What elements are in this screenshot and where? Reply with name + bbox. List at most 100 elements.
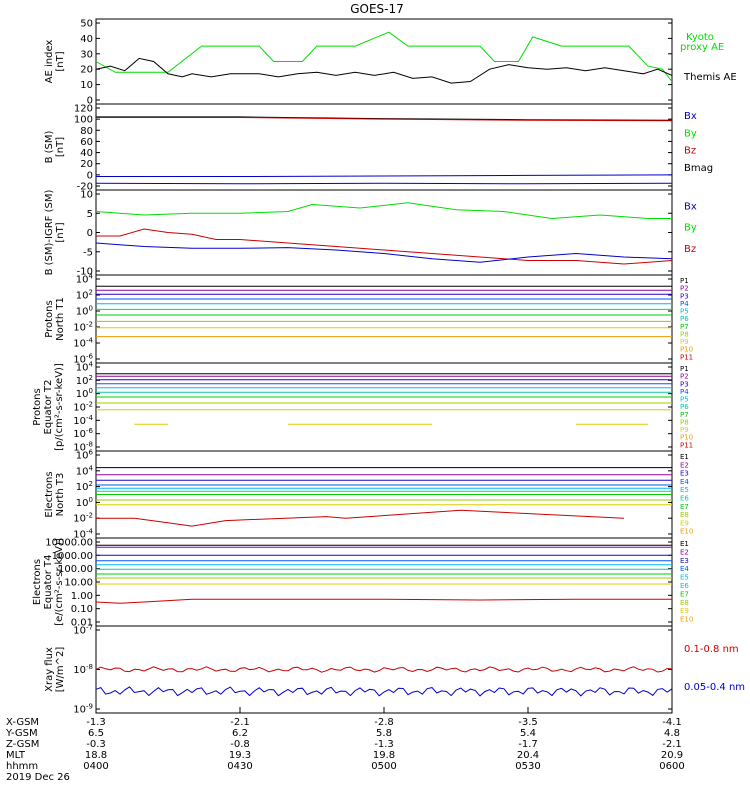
legend-entry: E7 — [680, 590, 689, 598]
legend-entry: P3 — [680, 380, 689, 388]
tick-label: 10-2 — [73, 321, 93, 334]
legend-entry: E3 — [680, 470, 689, 478]
series-e10 — [96, 509, 625, 527]
tick-label: 10-2 — [73, 512, 93, 525]
x-row-value: 0500 — [371, 761, 396, 772]
tick-label: 0 — [87, 96, 93, 107]
legend-entry: P1 — [680, 365, 689, 373]
tick-label: 10 — [80, 80, 93, 91]
series-bx — [96, 174, 673, 177]
panel-frame — [95, 537, 673, 627]
tick-label: 40 — [80, 34, 93, 45]
legend-entry: P11 — [680, 353, 693, 361]
tick-label: 60 — [80, 137, 93, 148]
tick-label: -10 — [77, 267, 93, 278]
legend-entry: Themis AE — [683, 72, 737, 83]
x-row-value: -1.3 — [86, 717, 106, 728]
series-by — [95, 202, 672, 220]
tick-label: 100 — [76, 496, 93, 509]
x-row-value: -1.7 — [518, 739, 538, 750]
tick-label: 102 — [76, 480, 93, 493]
x-row-value: 0430 — [227, 761, 252, 772]
x-row-label: MLT — [6, 750, 26, 761]
panel-frame — [95, 189, 673, 276]
tick-label: 10-8 — [73, 663, 93, 676]
tick-label: 100 — [76, 305, 93, 318]
panel-bigrf: 10 5 0 -5 -10 B (SM)-IGRF (SM) [nT] Bx By Bz — [44, 189, 697, 278]
x-row-label: X-GSM — [6, 717, 39, 728]
legend-entry: E2 — [680, 461, 689, 469]
x-row-value: -1.3 — [374, 739, 394, 750]
x-row-value: -0.8 — [230, 739, 250, 750]
tick-label: 10-4 — [73, 337, 93, 350]
legend-entry: E1 — [680, 540, 689, 548]
tick-label: -5 — [83, 247, 93, 258]
legend-entry: Kyoto — [686, 32, 714, 43]
panel-eet4: 10000.00 1000.00 100.00 10.00 1.00 0.10 0.01 El… — [32, 537, 693, 629]
x-row-value: 0530 — [515, 761, 540, 772]
plot-title: GOES-17 — [350, 2, 404, 16]
legend-entry: P2 — [680, 285, 689, 293]
y-axis-label: North T3 — [55, 473, 66, 517]
legend-entry: P8 — [680, 330, 689, 338]
tick-label: 106 — [76, 449, 94, 462]
series-bz — [96, 228, 673, 265]
y-axis-label: Protons — [32, 388, 43, 425]
legend-entry: P1 — [680, 277, 689, 285]
y-axis-label: AE index — [44, 40, 55, 84]
legend-entry: E3 — [680, 557, 689, 565]
y-axis-label: B (SM)-IGRF (SM) — [44, 190, 55, 276]
x-row-label: Z-GSM — [6, 739, 39, 750]
tick-label: 10-9 — [73, 703, 93, 716]
tick-label: 0.01 — [71, 618, 93, 629]
legend-entry: P9 — [680, 338, 689, 346]
legend-entry: P7 — [680, 323, 689, 331]
x-row-value: -0.3 — [86, 739, 106, 750]
x-row-value: 18.8 — [85, 750, 107, 761]
legend-entry: E8 — [680, 599, 689, 607]
legend-entry: P4 — [680, 388, 689, 396]
legend-entry: 0.05-0.4 nm — [684, 682, 745, 693]
x-row-value: -3.5 — [518, 717, 538, 728]
legend-entry: P10 — [680, 346, 693, 354]
tick-label: 104 — [76, 361, 94, 374]
tick-label: 10.00 — [64, 578, 93, 589]
tick-label: 1000.00 — [52, 551, 93, 562]
x-row-value: -2.8 — [374, 717, 394, 728]
legend-entry: E6 — [680, 582, 689, 590]
panel-frame — [95, 274, 673, 364]
y-axis-label: Electrons — [44, 471, 55, 517]
legend-entry: E5 — [680, 574, 689, 582]
x-row-value: 19.8 — [373, 750, 395, 761]
x-row-value: 0600 — [659, 761, 684, 772]
legend-entry: E8 — [680, 511, 689, 519]
tick-label: 10000.00 — [45, 538, 93, 549]
tick-label: 30 — [80, 49, 93, 60]
panel-xray: 10-7 10-8 10-9 Xray flux [W/m^2] 0.1-0.8 nm 0.… — [44, 624, 745, 716]
tick-label: 10-4 — [73, 414, 93, 427]
tick-label: 1.00 — [71, 591, 93, 602]
tick-label: -20 — [77, 182, 93, 193]
tick-label: 0 — [87, 228, 93, 239]
x-row-value: 20.4 — [517, 750, 539, 761]
legend-entry: P4 — [680, 300, 689, 308]
legend-entry: E4 — [680, 565, 689, 573]
tick-label: 0 — [87, 170, 93, 181]
tick-label: 50 — [80, 19, 93, 30]
x-row-label: Y-GSM — [5, 728, 38, 739]
tick-label: 20 — [80, 65, 93, 76]
tick-label: 100.00 — [58, 564, 93, 575]
tick-label: 100 — [74, 115, 93, 126]
legend-entry: P6 — [680, 403, 689, 411]
tick-label: 80 — [80, 126, 93, 137]
legend-entry: E1 — [680, 453, 689, 461]
y-axis-label: B (SM) — [44, 130, 55, 163]
y-axis-label: Electrons — [32, 559, 43, 605]
y-axis-label: Protons — [44, 300, 55, 337]
legend-entry: E5 — [680, 486, 689, 494]
x-row-value: -4.1 — [662, 717, 682, 728]
